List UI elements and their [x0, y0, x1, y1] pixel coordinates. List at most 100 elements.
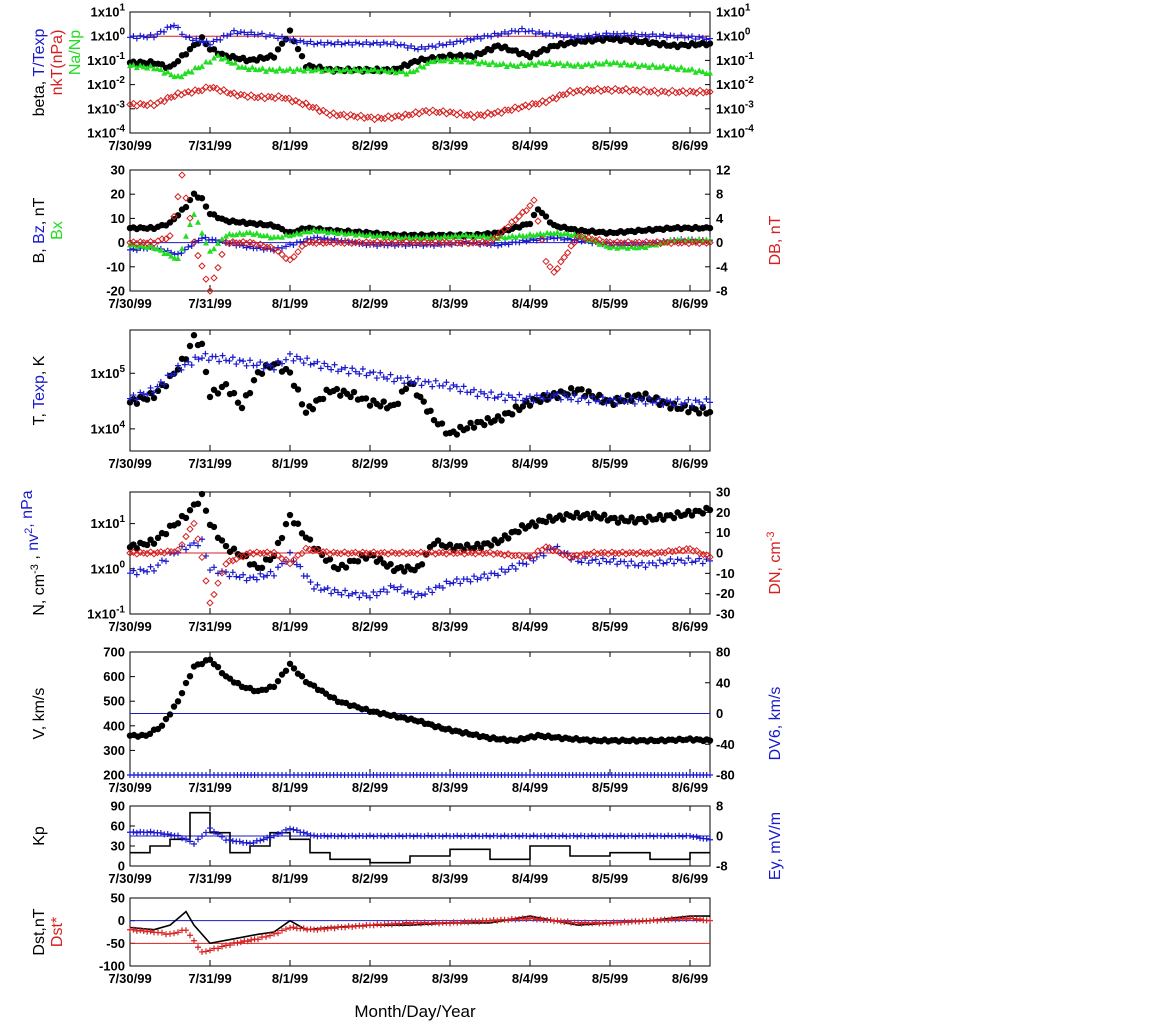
x-date-label: 8/3/99 [432, 456, 468, 471]
point-t-texp [660, 31, 667, 38]
point-n [601, 511, 608, 519]
point-t-texp [696, 33, 703, 40]
y2-tick-label: -4 [716, 259, 728, 274]
point-ey [164, 831, 171, 838]
point-t-texp [582, 33, 589, 40]
x-date-label: 8/6/99 [672, 138, 708, 153]
point-na-np [434, 55, 441, 62]
point-ey [300, 829, 307, 836]
panel-temperature: 1x104 1x105 7/30/99 7/31/99 8/1/99 8/2/99 8/3/… [31, 329, 714, 471]
point-bx [233, 231, 240, 238]
point-nv2 [397, 583, 404, 590]
point-bx [377, 232, 384, 238]
point-n [699, 510, 706, 517]
point-texp [530, 398, 537, 405]
point-dst-star [167, 930, 173, 937]
point-nkt [216, 87, 224, 96]
point-t-texp [429, 42, 436, 49]
point-nv2 [592, 556, 599, 563]
x-date-label: 8/2/99 [352, 780, 388, 795]
point-bx [307, 228, 314, 235]
point-beta [198, 34, 206, 41]
point-dst-star [133, 927, 140, 934]
point-n [660, 516, 667, 523]
point-texp [377, 369, 384, 376]
point-texp [384, 375, 391, 382]
point-dst-star [255, 936, 261, 943]
point-dn [305, 545, 314, 554]
point-nv2 [338, 591, 345, 598]
point-nv2 [304, 573, 311, 580]
point-t [302, 409, 310, 416]
point-bz [527, 237, 533, 244]
point-t-texp [571, 34, 578, 41]
y-axis-label: V, km/s [31, 688, 48, 740]
point-na-np [518, 60, 525, 67]
point-bx [219, 235, 225, 242]
x-date-label: 8/1/99 [272, 780, 308, 795]
panel-kp: 0 30 60 90 -8 0 8 7/30/99 7/31/99 8/1/99 8/2/99 8/3… [31, 799, 784, 887]
point-texp [391, 378, 397, 385]
point-nv2 [377, 588, 384, 595]
point-nkt [268, 93, 276, 101]
point-t-texp [603, 30, 610, 37]
y2-tick-label: 1x10-4 [716, 124, 754, 141]
point-na-np [385, 68, 392, 75]
point-beta [270, 54, 278, 61]
point-nkt [569, 89, 578, 97]
y2-tick-label: 20 [716, 505, 730, 520]
point-t [519, 403, 527, 410]
point-na-np [528, 59, 535, 66]
point-bx [381, 234, 388, 240]
point-nkt [511, 103, 519, 111]
point-na-np [458, 58, 465, 65]
point-db [406, 239, 414, 248]
point-dst-star [263, 933, 269, 940]
point-nkt [333, 112, 341, 120]
point-nkt [487, 110, 495, 119]
point-na-np [660, 62, 667, 69]
x-date-label: 8/5/99 [592, 296, 628, 311]
point-db [340, 239, 349, 247]
point-n [583, 510, 591, 518]
point-texp [157, 378, 164, 385]
point-v [158, 722, 166, 729]
point-bx [423, 233, 430, 240]
y2-tick-label: 30 [716, 485, 730, 500]
x-date-label: 8/4/99 [512, 138, 548, 153]
point-dst-star [215, 945, 221, 952]
y2-tick-label: -8 [716, 859, 728, 874]
point-dst-star [275, 930, 281, 937]
point-b [182, 203, 190, 211]
point-n [218, 537, 226, 544]
point-na-np [294, 65, 301, 72]
point-na-np [399, 68, 406, 75]
point-nv2 [159, 557, 165, 564]
point-db [133, 239, 141, 248]
point-texp [279, 360, 285, 367]
point-nkt [274, 92, 283, 100]
point-na-np [297, 66, 304, 73]
point-na-np [290, 68, 297, 74]
x-date-label: 8/5/99 [592, 619, 628, 634]
point-nv2 [418, 592, 425, 599]
point-t-texp [614, 30, 621, 37]
y-tick-label: 20 [111, 187, 125, 202]
point-dn [344, 550, 352, 558]
point-bz [384, 242, 391, 249]
point-nkt [484, 108, 492, 117]
point-nv2 [240, 571, 247, 578]
point-dn [460, 550, 469, 558]
point-dn [309, 547, 317, 555]
point-dst-star [676, 916, 683, 923]
point-texp [561, 391, 568, 398]
point-texp [512, 397, 519, 404]
y-tick-label: 1x104 [91, 419, 126, 436]
point-t-texp [279, 33, 285, 40]
point-n [282, 520, 290, 528]
point-nkt [133, 102, 141, 110]
point-nv2 [311, 585, 317, 592]
point-texp [397, 374, 404, 381]
point-t-texp [127, 34, 133, 41]
point-t-texp [617, 32, 624, 39]
